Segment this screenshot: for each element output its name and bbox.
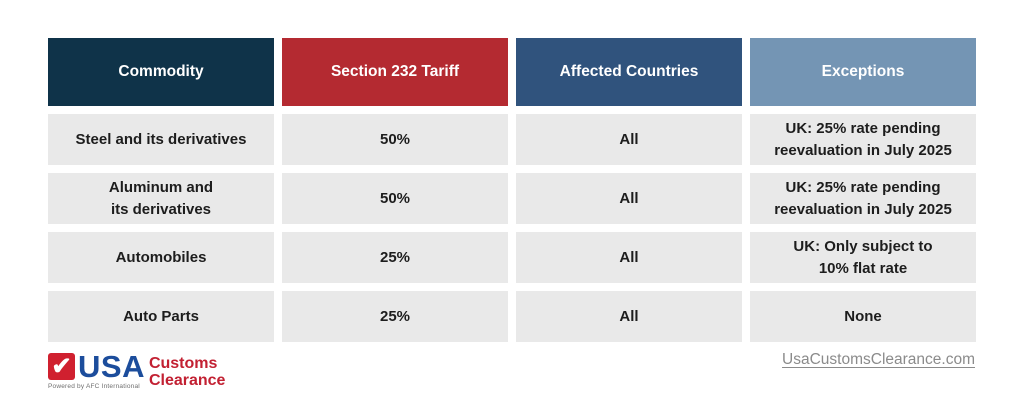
cell-commodity-aluminum: Aluminum and its derivatives (48, 173, 274, 224)
cell-tariff-automobiles: 25% (282, 232, 508, 283)
column-header-section-232-tariff: Section 232 Tariff (282, 38, 508, 106)
logo-wordmark: Customs Clearance (149, 353, 226, 390)
cell-countries-automobiles: All (516, 232, 742, 283)
cell-exceptions-automobiles: UK: Only subject to 10% flat rate (750, 232, 976, 283)
column-header-exceptions: Exceptions (750, 38, 976, 106)
cell-commodity-auto-parts: Auto Parts (48, 291, 274, 342)
cell-exceptions-steel: UK: 25% rate pending reevaluation in Jul… (750, 114, 976, 165)
section-232-tariff-table: Commodity Section 232 Tariff Affected Co… (48, 38, 976, 342)
cell-countries-aluminum: All (516, 173, 742, 224)
column-header-commodity: Commodity (48, 38, 274, 106)
cell-commodity-automobiles: Automobiles (48, 232, 274, 283)
cell-exceptions-auto-parts: None (750, 291, 976, 342)
logo-powered-by-text: Powered by AFC International (48, 382, 140, 390)
cell-tariff-aluminum: 50% (282, 173, 508, 224)
cell-exceptions-aluminum: UK: 25% rate pending reevaluation in Jul… (750, 173, 976, 224)
logo-mark-row: ✔ USA (48, 349, 145, 384)
logo-usa-text: USA (78, 349, 145, 384)
column-header-label: Affected Countries (559, 63, 699, 80)
cell-countries-auto-parts: All (516, 291, 742, 342)
website-link[interactable]: UsaCustomsClearance.com (782, 351, 975, 368)
logo-left-block: ✔ USA Powered by AFC International (48, 349, 145, 390)
logo-clearance-text: Clearance (148, 371, 226, 389)
column-header-label: Section 232 Tariff (330, 63, 460, 80)
logo-customs-text: Customs (148, 355, 218, 372)
column-header-label: Commodity (118, 63, 204, 80)
cell-tariff-auto-parts: 25% (282, 291, 508, 342)
cell-tariff-steel: 50% (282, 114, 508, 165)
checkmark-icon: ✔ (48, 353, 75, 381)
usa-customs-clearance-logo: ✔ USA Powered by AFC International Custo… (48, 349, 226, 390)
cell-countries-steel: All (516, 114, 742, 165)
column-header-affected-countries: Affected Countries (516, 38, 742, 106)
column-header-label: Exceptions (821, 63, 905, 80)
cell-commodity-steel: Steel and its derivatives (48, 114, 274, 165)
